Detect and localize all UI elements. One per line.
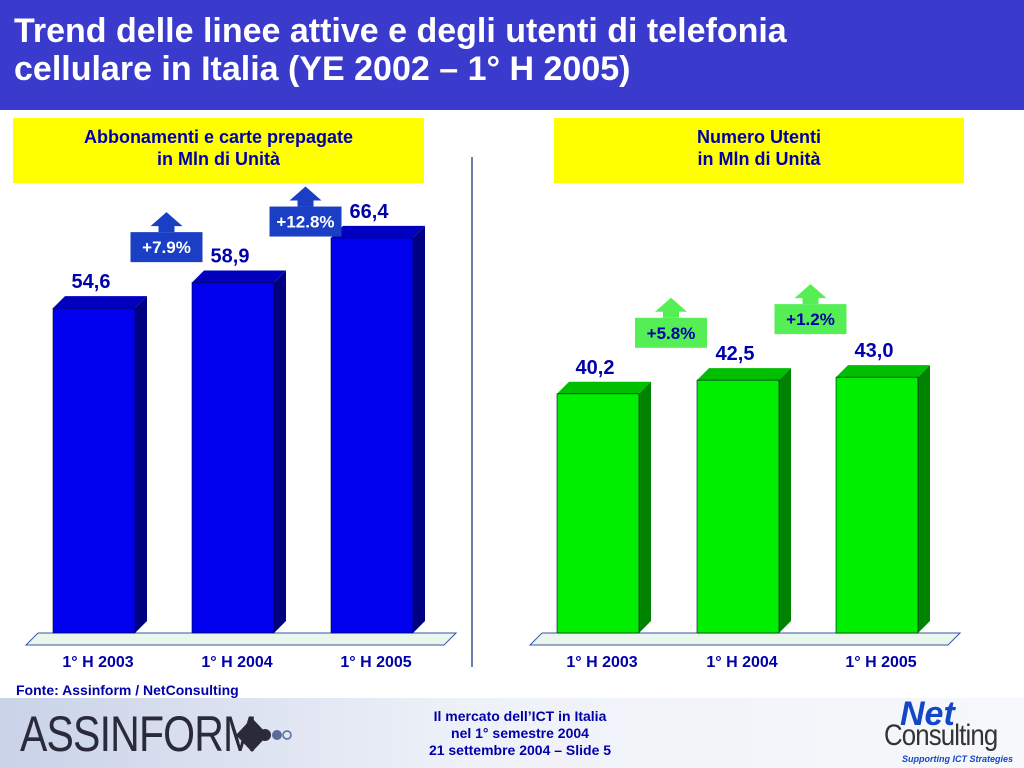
chart1-growth-box-2	[269, 206, 342, 237]
chart1-bar-1	[52, 307, 136, 634]
chart2-bar-2-side	[779, 368, 791, 633]
right-chart-title-line-2: in Mln di Unità	[697, 149, 821, 169]
title-line-2: cellulare in Italia (YE 2002 – 1° H 2005…	[14, 50, 631, 88]
chart2-growth-label-1: +5.8%	[647, 324, 696, 343]
chart1-floor	[24, 632, 458, 646]
chart2-value-label-3: 43,0	[855, 340, 894, 362]
left-chart-title-line-1: Abbonamenti e carte prepagate	[83, 127, 354, 147]
chart2-growth-box-1	[635, 317, 707, 348]
page-title: Trend delle linee attive e degli utenti …	[14, 12, 1014, 88]
chart2-tick-label-1: 1° H 2003	[566, 654, 637, 671]
netconsulting-logo: Net Consulting Supporting ICT Strategies	[884, 696, 1016, 766]
chart1-bar-2-top	[192, 270, 286, 283]
chart2-tick-label-2: 1° H 2004	[706, 654, 777, 671]
chart1-tick-label-1: 1° H 2003	[62, 654, 133, 671]
chart1-growth-box-1	[130, 232, 203, 263]
chart1-bar-3-top	[331, 225, 425, 238]
chart1-bar-3	[330, 237, 414, 634]
chart2-floor	[528, 632, 962, 646]
chart2-bar-3	[835, 376, 919, 634]
chart2-bar-1-side	[639, 381, 651, 633]
chart1-growth-arrow-icon-2	[289, 186, 322, 207]
netconsulting-logo-net: Net	[900, 695, 955, 733]
chart2-bar-3-top	[836, 365, 930, 378]
assinform-diamond-icon	[236, 718, 292, 752]
chart2-bar-3-side	[918, 365, 930, 633]
chart2-growth-arrow-icon-1	[655, 297, 687, 318]
left-chart-title-box: Abbonamenti e carte prepagate in Mln di …	[13, 118, 424, 183]
chart1-tick-label-2: 1° H 2004	[201, 654, 272, 671]
chart1-growth-label-1: +7.9%	[142, 238, 191, 257]
slide-info-line-2: nel 1° semestre 2004	[451, 725, 589, 741]
chart1-value-label-1: 54,6	[72, 271, 111, 293]
chart1-value-label-3: 66,4	[350, 201, 390, 223]
chart2-bar-1-top	[557, 381, 651, 394]
header-bar: Trend delle linee attive e degli utenti …	[0, 0, 1024, 110]
title-line-1: Trend delle linee attive e degli utenti …	[14, 12, 787, 50]
source-note: Fonte: Assinform / NetConsulting	[16, 682, 239, 698]
chart1-bar-2-side	[274, 270, 286, 633]
chart1-bar-1-side	[135, 296, 147, 633]
chart2-bar-2	[696, 379, 780, 634]
chart2-growth-box-2	[774, 304, 847, 335]
chart1-bar-1-top	[53, 296, 147, 309]
charts-canvas: 54,6 1° H 2003 58,9 1° H 2004 66,4 1° H 2005 +…	[24, 186, 962, 671]
chart1-growth-arrow-icon-1	[150, 212, 183, 233]
assinform-logo: ASSINFORM	[20, 706, 257, 762]
right-chart-title-line-1: Numero Utenti	[696, 127, 821, 147]
chart1-value-label-2: 58,9	[211, 246, 250, 268]
chart2-tick-label-3: 1° H 2005	[845, 654, 916, 671]
slide-info-line-1: Il mercato dell’ICT in Italia	[433, 708, 607, 724]
chart-divider	[471, 157, 473, 667]
netconsulting-logo-consulting: Consulting	[884, 719, 998, 752]
chart2-value-label-1: 40,2	[576, 357, 615, 379]
chart2-bar-1	[556, 393, 640, 634]
right-chart-title-box: Numero Utenti in Mln di Unità	[554, 118, 964, 183]
footer-bar	[0, 698, 1024, 768]
slide-info: Il mercato dell’ICT in Italia nel 1° sem…	[380, 708, 660, 759]
chart1-bar-2	[191, 282, 275, 634]
chart2-bar-2-top	[697, 368, 791, 381]
chart1-growth-label-2: +12.8%	[276, 213, 334, 232]
slide-info-line-3: 21 settembre 2004 – Slide 5	[428, 742, 612, 758]
left-chart-title-line-2: in Mln di Unità	[157, 149, 280, 169]
chart1-tick-label-3: 1° H 2005	[340, 654, 411, 671]
chart1-bar-3-side	[413, 225, 425, 634]
chart2-growth-label-2: +1.2%	[786, 310, 835, 329]
chart2-value-label-2: 42,5	[716, 343, 755, 365]
netconsulting-tagline: Supporting ICT Strategies	[902, 754, 1014, 764]
chart2-growth-arrow-icon-2	[794, 284, 827, 305]
